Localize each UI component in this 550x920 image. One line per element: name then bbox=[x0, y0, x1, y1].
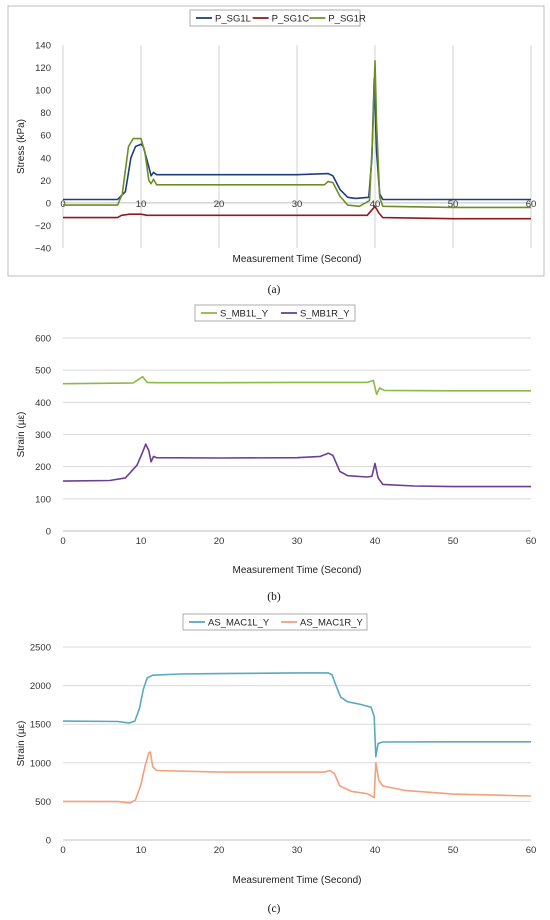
legend-box bbox=[189, 9, 361, 27]
legend-label: P_SG1L bbox=[215, 13, 251, 24]
y-tick-label: 2500 bbox=[30, 643, 51, 654]
x-tick-label: 40 bbox=[370, 536, 381, 547]
legend-label: AS_MAC1R_Y bbox=[300, 617, 363, 628]
x-tick-label: 10 bbox=[136, 536, 147, 547]
chart-legend: P_SG1L P_SG1C P_SG1R bbox=[189, 9, 366, 27]
y-tick-label: 200 bbox=[35, 462, 51, 473]
x-tick-label: 40 bbox=[370, 199, 381, 210]
x-tick-label: 0 bbox=[60, 845, 65, 856]
legend-label: P_SG1C bbox=[272, 13, 310, 24]
chart-frame bbox=[7, 5, 545, 277]
y-tick-label: 100 bbox=[35, 86, 51, 97]
x-tick-label: 20 bbox=[214, 845, 225, 856]
series-line-2 bbox=[62, 443, 531, 488]
y-tick-label: 0 bbox=[46, 836, 51, 847]
y-tick-label: 1500 bbox=[30, 720, 51, 731]
y-axis-label: Strain (µε) bbox=[16, 721, 27, 767]
legend-label: AS_MAC1L_Y bbox=[208, 617, 270, 628]
x-axis-label: Measurement Time (Second) bbox=[233, 254, 362, 265]
figure-caption: (b) bbox=[267, 591, 281, 603]
x-tick-label: 10 bbox=[136, 199, 147, 210]
x-tick-label: 30 bbox=[292, 845, 303, 856]
x-tick-label: 0 bbox=[60, 536, 65, 547]
x-axis-label: Measurement Time (Second) bbox=[233, 565, 362, 576]
y-tick-label: 300 bbox=[35, 430, 51, 441]
x-tick-label: 40 bbox=[370, 845, 381, 856]
legend-label: S_MB1L_Y bbox=[220, 308, 269, 319]
x-tick-label: 10 bbox=[136, 845, 147, 856]
x-axis-label: Measurement Time (Second) bbox=[233, 875, 362, 886]
y-tick-label: −40 bbox=[35, 244, 51, 255]
legend-box bbox=[194, 304, 356, 322]
y-tick-label: 500 bbox=[35, 366, 51, 377]
x-tick-label: 20 bbox=[214, 199, 225, 210]
y-tick-label: 100 bbox=[35, 494, 51, 505]
series-line-2 bbox=[62, 751, 532, 804]
y-tick-label: 0 bbox=[46, 527, 51, 538]
y-tick-label: 140 bbox=[35, 41, 51, 52]
x-tick-label: 20 bbox=[214, 536, 225, 547]
y-tick-label: 40 bbox=[40, 153, 51, 164]
y-tick-label: 80 bbox=[40, 108, 51, 119]
legend-box bbox=[182, 613, 368, 631]
x-tick-label: 30 bbox=[292, 536, 303, 547]
x-tick-label: 50 bbox=[448, 199, 459, 210]
series-line-1 bbox=[62, 672, 531, 758]
y-axis-label: Strain (µε) bbox=[16, 412, 27, 458]
x-tick-label: 60 bbox=[526, 536, 537, 547]
y-tick-label: 120 bbox=[35, 63, 51, 74]
y-tick-label: −20 bbox=[35, 221, 51, 232]
chart-legend: S_MB1L_Y S_MB1R_Y bbox=[194, 304, 356, 322]
x-tick-label: 60 bbox=[526, 845, 537, 856]
series-line-1 bbox=[63, 78, 531, 201]
y-axis-label: Stress (kPa) bbox=[16, 119, 27, 174]
y-tick-label: 0 bbox=[46, 198, 51, 209]
y-tick-label: 1000 bbox=[30, 758, 51, 769]
series-line-2 bbox=[63, 205, 531, 220]
y-tick-label: 400 bbox=[35, 398, 51, 409]
figure-caption: (c) bbox=[268, 903, 281, 915]
series-line-3 bbox=[63, 60, 531, 209]
x-tick-label: 30 bbox=[292, 199, 303, 210]
chart-panel-3: 0 500 1000 1500 2000 2500 0 10 20 30 40 50 60 Measure… bbox=[16, 613, 537, 915]
chart-legend: AS_MAC1L_Y AS_MAC1R_Y bbox=[182, 613, 368, 631]
series-line-1 bbox=[62, 375, 531, 396]
x-tick-label: 50 bbox=[448, 536, 459, 547]
x-tick-label: 50 bbox=[448, 845, 459, 856]
y-tick-label: 600 bbox=[35, 334, 51, 345]
legend-label: S_MB1R_Y bbox=[300, 308, 350, 319]
y-tick-label: 20 bbox=[40, 176, 51, 187]
y-tick-label: 2000 bbox=[30, 681, 51, 692]
y-tick-label: 500 bbox=[35, 797, 51, 808]
figure-caption: (a) bbox=[268, 284, 281, 296]
y-tick-label: 60 bbox=[40, 131, 51, 142]
chart-panel-2: 0 100 200 300 400 500 600 0 10 20 30 40 50 60 Measurem… bbox=[16, 304, 537, 603]
legend-label: P_SG1R bbox=[328, 13, 366, 24]
x-tick-label: 60 bbox=[526, 199, 537, 210]
